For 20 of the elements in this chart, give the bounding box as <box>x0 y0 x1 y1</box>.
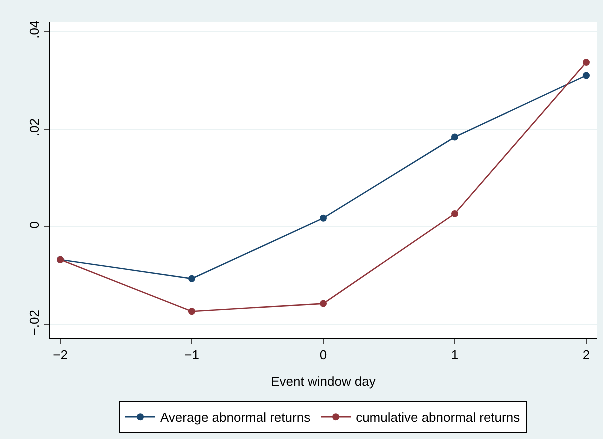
y-tick-label: 0 <box>26 222 42 229</box>
point <box>188 308 196 316</box>
point <box>451 134 458 141</box>
point <box>320 300 327 308</box>
point <box>582 59 590 66</box>
x-tick-label: −2 <box>53 348 68 363</box>
x-tick-label: −1 <box>184 348 200 363</box>
point <box>320 214 327 222</box>
y-tick-label: −.02 <box>26 310 42 336</box>
y-tick-label: .02 <box>26 118 42 137</box>
x-tick-label: 0 <box>320 348 328 363</box>
legend-label: Average abnormal returns <box>160 410 312 426</box>
y-tick-label: .04 <box>26 20 42 39</box>
legend-label: cumulative abnormal returns <box>356 410 521 426</box>
x-tick-label: 2 <box>582 348 590 363</box>
x-tick-label: 1 <box>451 348 459 363</box>
x-axis-title: Event window day <box>271 374 376 390</box>
point <box>451 210 458 218</box>
point <box>582 72 590 80</box>
point <box>188 275 196 282</box>
